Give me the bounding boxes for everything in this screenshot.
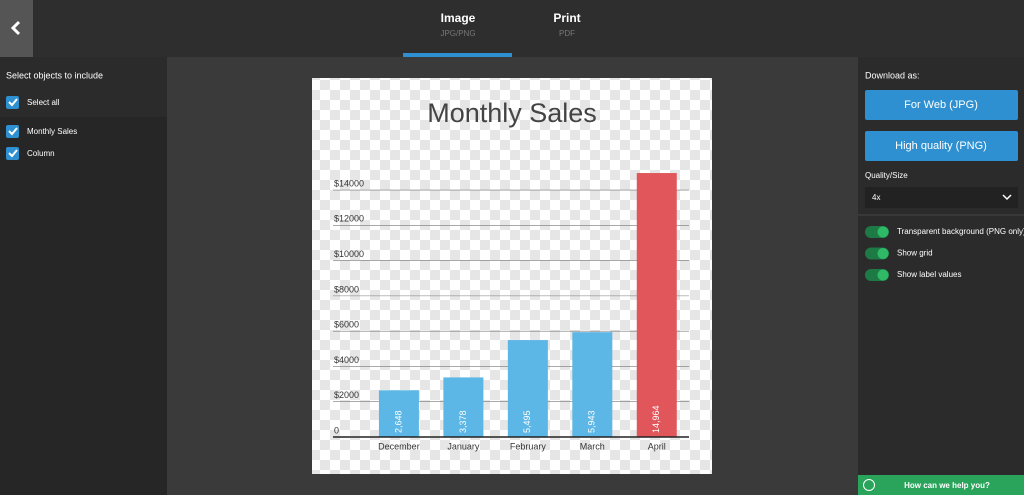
checkbox-label: Select all	[27, 98, 60, 107]
value-label: 2,648	[393, 410, 403, 433]
x-tick-label: January	[447, 441, 480, 451]
checkbox[interactable]	[6, 147, 19, 160]
button-label: For Web (JPG)	[904, 99, 978, 111]
toggle-knob	[877, 248, 889, 259]
quality-select[interactable]	[865, 187, 1018, 208]
left-panel-list	[0, 117, 167, 495]
bar	[443, 377, 484, 437]
y-tick-label: 0	[334, 425, 339, 435]
right-title: Download as:	[865, 70, 920, 80]
tab-label[interactable]: Print	[553, 11, 580, 25]
checkbox-label: Column	[27, 149, 55, 158]
value-label: 5,495	[522, 410, 532, 433]
toggle-knob	[877, 226, 889, 238]
tab-sublabel: PDF	[559, 29, 575, 38]
help-icon	[863, 479, 875, 491]
y-tick-label: $4000	[334, 355, 359, 365]
toggle-label: Show label values	[897, 270, 961, 279]
back-icon	[10, 20, 21, 36]
top-bar	[0, 0, 1024, 57]
toggle-label: Show grid	[897, 249, 933, 258]
y-tick-label: $6000	[334, 320, 359, 330]
tab-label[interactable]: Image	[441, 11, 476, 25]
dropdown-icon	[1002, 194, 1012, 201]
bar	[636, 173, 677, 437]
quality-label: Quality/Size	[865, 171, 908, 180]
x-tick-label: December	[378, 441, 420, 451]
x-tick-label: March	[580, 441, 605, 451]
bar	[378, 390, 419, 437]
help-text: How can we help you?	[904, 481, 990, 490]
x-tick-label: April	[648, 441, 666, 451]
y-tick-label: $14000	[334, 178, 364, 188]
bar	[572, 332, 613, 437]
checkbox-label: Monthly Sales	[27, 127, 77, 136]
download-button[interactable]	[865, 90, 1018, 120]
quality-value: 4x	[872, 193, 880, 202]
left-title: Select objects to include	[6, 70, 103, 80]
value-label: 3,378	[458, 410, 468, 433]
y-tick-label: $8000	[334, 284, 359, 294]
y-tick-label: $2000	[334, 390, 359, 400]
value-label: 14,964	[651, 405, 661, 433]
y-tick-label: $10000	[334, 249, 364, 259]
download-button[interactable]	[865, 131, 1018, 161]
tab-underline	[403, 53, 512, 57]
toggle-knob	[877, 269, 889, 281]
toggle-label: Transparent background (PNG only)	[897, 227, 1024, 236]
button-label: High quality (PNG)	[895, 140, 987, 152]
back-button[interactable]	[0, 0, 33, 57]
value-label: 5,943	[587, 410, 597, 433]
help-bar[interactable]	[858, 475, 1024, 495]
chart-title: Monthly Sales	[427, 98, 597, 128]
y-tick-label: $12000	[334, 214, 364, 224]
tab-sublabel: JPG/PNG	[440, 29, 475, 38]
x-tick-label: February	[510, 441, 547, 451]
bar	[507, 340, 548, 437]
checkbox[interactable]	[6, 96, 19, 109]
checkbox[interactable]	[6, 125, 19, 138]
